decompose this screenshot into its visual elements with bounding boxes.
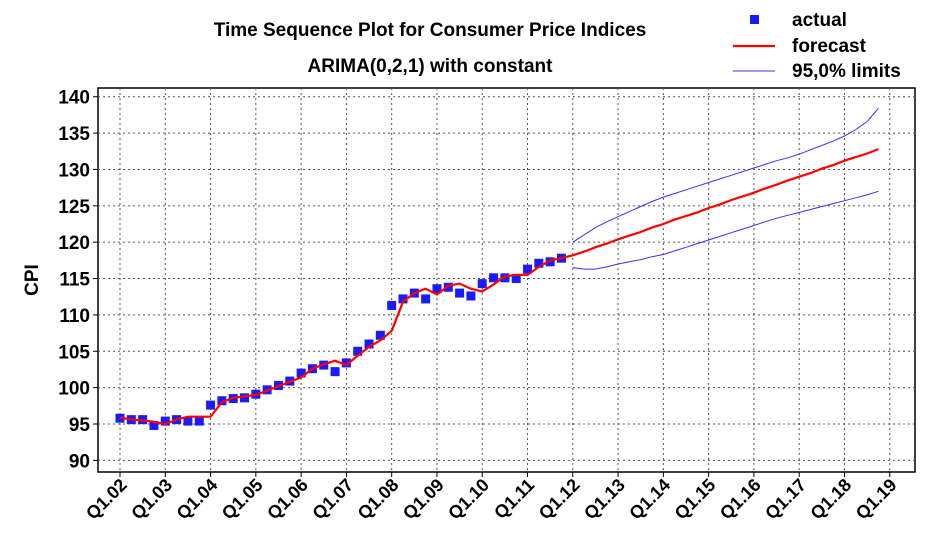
legend-marker [750, 15, 759, 24]
x-tick-label: Q1.04 [173, 475, 222, 524]
series-line [572, 108, 879, 243]
data-point [432, 284, 442, 294]
data-point [353, 346, 363, 356]
legend-label: forecast [792, 36, 867, 57]
data-point [466, 291, 476, 301]
x-tick-label: Q1.15 [671, 475, 720, 524]
y-tick-label: 125 [58, 197, 90, 218]
x-tick-label: Q1.10 [444, 475, 493, 524]
y-tick-label: 110 [59, 306, 90, 327]
data-point [398, 294, 408, 304]
y-tick-label: 90 [69, 451, 90, 472]
chart-subtitle: ARIMA(0,2,1) with constant [308, 56, 554, 77]
data-point [375, 330, 385, 340]
data-point [341, 358, 351, 368]
y-tick-label: 100 [58, 379, 90, 400]
x-tick-label: Q1.11 [490, 475, 538, 523]
y-axis-label: CPI [22, 264, 43, 296]
chart-title: Time Sequence Plot for Consumer Price In… [214, 20, 647, 41]
data-point [330, 367, 340, 377]
x-tick-label: Q1.17 [761, 475, 810, 524]
plot-frame [97, 87, 916, 473]
x-tick-label: Q1.18 [806, 475, 855, 524]
data-point [149, 420, 159, 430]
x-tick-label: Q1.06 [263, 475, 312, 524]
data-point [545, 257, 555, 267]
data-point [364, 339, 374, 349]
data-point [240, 393, 250, 403]
data-point [217, 396, 227, 406]
y-tick-label: 140 [58, 88, 90, 109]
data-point [500, 273, 510, 283]
data-point [489, 273, 499, 283]
x-tick-label: Q1.14 [625, 475, 674, 524]
x-tick-label: Q1.16 [716, 475, 765, 524]
data-point [183, 416, 193, 426]
data-point [534, 258, 544, 268]
x-tick-label: Q1.19 [852, 475, 901, 524]
x-tick-label: Q1.03 [127, 475, 176, 524]
y-tick-label: 105 [58, 342, 90, 363]
data-point [477, 279, 487, 289]
data-point [443, 282, 453, 292]
data-point [455, 288, 465, 298]
data-point [296, 368, 306, 378]
data-point [421, 294, 431, 304]
data-point [206, 400, 216, 410]
y-tick-label: 95 [69, 415, 91, 436]
x-tick-label: Q1.02 [82, 475, 131, 524]
x-tick-label: Q1.07 [308, 475, 357, 524]
x-tick-label: Q1.12 [535, 475, 584, 524]
legend-label: 95,0% limits [792, 61, 901, 82]
y-tick-label: 120 [58, 233, 90, 254]
data-point [511, 274, 521, 284]
data-point [160, 416, 170, 426]
x-tick-label: Q1.05 [218, 475, 267, 524]
series-line [572, 190, 879, 270]
data-point [194, 416, 204, 426]
y-tick-label: 115 [59, 270, 90, 291]
x-tick-label: Q1.13 [580, 475, 629, 524]
data-point [523, 264, 533, 274]
legend-label: actual [792, 10, 847, 31]
y-tick-label: 130 [58, 160, 90, 181]
data-point [387, 300, 397, 310]
y-tick-label: 135 [58, 124, 90, 145]
x-tick-label: Q1.08 [354, 475, 403, 524]
x-tick-label: Q1.09 [399, 475, 448, 524]
series-line [119, 148, 879, 426]
